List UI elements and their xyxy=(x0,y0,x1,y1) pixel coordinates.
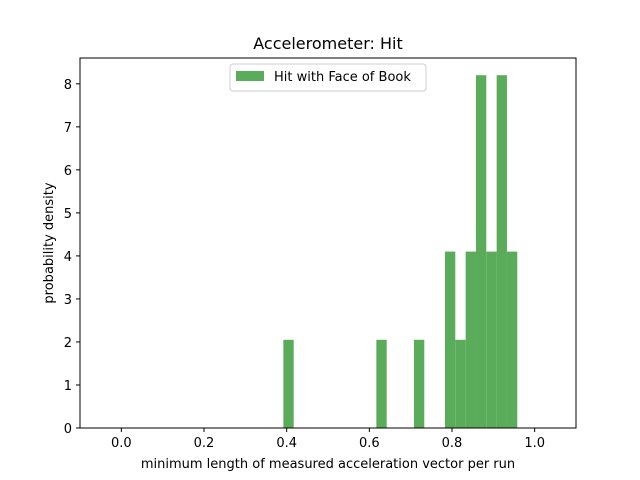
histogram-bar-5 xyxy=(465,251,476,428)
y-tick-label: 5 xyxy=(64,207,72,222)
y-tick-label: 7 xyxy=(64,121,72,136)
y-tick-label: 0 xyxy=(64,422,72,437)
histogram-bar-6 xyxy=(475,75,487,429)
histogram-bar-9 xyxy=(506,251,518,428)
legend-label: Hit with Face of Book xyxy=(274,70,411,85)
y-tick-label: 3 xyxy=(64,293,72,308)
legend-box xyxy=(229,63,427,92)
histogram-bar-0 xyxy=(283,339,294,428)
legend-swatch xyxy=(236,71,264,81)
chart-title: Accelerometer: Hit xyxy=(253,34,402,53)
histogram-bar-8 xyxy=(496,75,507,429)
x-tick-label: 0.8 xyxy=(442,436,463,451)
x-tick-label: 0.4 xyxy=(276,436,297,451)
histogram-bar-2 xyxy=(413,339,425,428)
x-tick-label: 0.6 xyxy=(359,436,380,451)
x-tick-label: 0.0 xyxy=(111,436,132,451)
histogram-bars xyxy=(283,75,518,429)
x-tick-label: 1.0 xyxy=(524,436,545,451)
histogram-bar-1 xyxy=(376,339,387,428)
plot-frame xyxy=(79,57,577,429)
histogram-bar-7 xyxy=(486,251,497,428)
y-tick-label: 1 xyxy=(64,379,72,394)
y-axis-ticks: 0 1 2 3 4 5 6 7 8 xyxy=(64,78,80,437)
x-tick-label: 0.2 xyxy=(194,436,215,451)
y-tick-label: 8 xyxy=(64,78,72,93)
x-axis-label: minimum length of measured acceleration … xyxy=(141,457,515,472)
x-axis-ticks: 0.0 0.2 0.4 0.6 0.8 1.0 xyxy=(111,428,545,451)
legend: Hit with Face of Book xyxy=(229,63,427,92)
y-tick-label: 4 xyxy=(64,250,72,265)
y-tick-label: 6 xyxy=(64,164,72,179)
y-tick-label: 2 xyxy=(64,336,72,351)
y-axis-label: probability density xyxy=(42,182,57,303)
histogram-bar-3 xyxy=(444,251,456,428)
histogram-bar-4 xyxy=(455,339,466,428)
